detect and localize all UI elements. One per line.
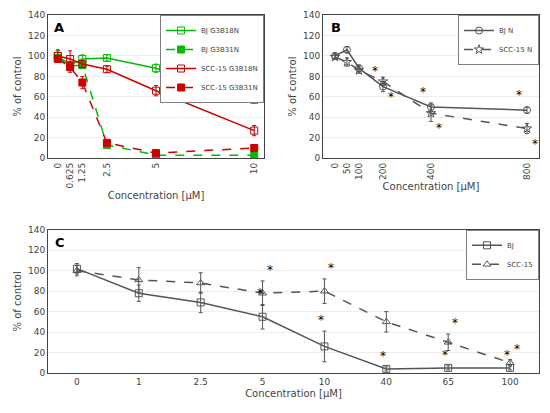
svg-text:120: 120 xyxy=(28,31,45,41)
svg-text:40: 40 xyxy=(309,112,321,122)
svg-text:*: * xyxy=(257,286,263,300)
svg-text:40: 40 xyxy=(381,377,393,387)
svg-text:Concentration [µM]: Concentration [µM] xyxy=(108,190,205,201)
svg-text:*: * xyxy=(452,316,458,330)
svg-text:*: * xyxy=(388,90,394,104)
svg-text:140: 140 xyxy=(28,10,45,20)
svg-text:5: 5 xyxy=(260,377,266,387)
svg-text:800: 800 xyxy=(522,163,532,180)
svg-text:20: 20 xyxy=(34,348,46,358)
svg-text:B: B xyxy=(331,20,341,35)
svg-text:1: 1 xyxy=(136,377,142,387)
svg-text:% of control: % of control xyxy=(12,271,23,331)
svg-text:20: 20 xyxy=(309,133,321,143)
svg-text:100: 100 xyxy=(28,51,45,61)
svg-text:*: * xyxy=(516,88,522,102)
svg-text:100: 100 xyxy=(354,163,364,180)
svg-text:20: 20 xyxy=(34,133,46,143)
svg-text:Concentration [µM]: Concentration [µM] xyxy=(383,181,480,192)
svg-text:BJ: BJ xyxy=(507,242,514,250)
svg-text:*: * xyxy=(436,121,442,135)
svg-text:BJ N: BJ N xyxy=(499,27,513,35)
svg-text:65: 65 xyxy=(442,377,453,387)
svg-text:50: 50 xyxy=(342,163,352,175)
svg-text:SCC-15 G3B31N: SCC-15 G3B31N xyxy=(201,84,258,92)
svg-text:200: 200 xyxy=(378,163,388,180)
svg-text:100: 100 xyxy=(303,51,320,61)
svg-text:*: * xyxy=(532,137,538,151)
svg-text:SCC-15 N: SCC-15 N xyxy=(499,46,532,54)
svg-text:5: 5 xyxy=(151,163,161,169)
svg-text:1.25: 1.25 xyxy=(77,163,87,183)
svg-text:Concentration [µM]: Concentration [µM] xyxy=(245,388,342,399)
svg-text:*: * xyxy=(380,349,386,363)
svg-text:120: 120 xyxy=(28,245,45,255)
svg-text:0.625: 0.625 xyxy=(65,163,75,189)
svg-text:80: 80 xyxy=(34,72,46,82)
svg-text:10: 10 xyxy=(249,163,259,175)
svg-text:*: * xyxy=(514,342,520,356)
svg-text:SCC-15 G3B18N: SCC-15 G3B18N xyxy=(201,65,258,73)
svg-text:% of control: % of control xyxy=(287,57,298,117)
svg-text:0: 0 xyxy=(53,163,63,169)
svg-text:C: C xyxy=(55,235,65,250)
svg-text:*: * xyxy=(267,263,273,277)
svg-text:60: 60 xyxy=(34,307,46,317)
svg-text:*: * xyxy=(318,313,324,327)
svg-text:A: A xyxy=(54,20,64,35)
svg-text:0: 0 xyxy=(39,368,45,378)
svg-text:400: 400 xyxy=(426,163,436,180)
svg-text:40: 40 xyxy=(34,327,46,337)
svg-text:140: 140 xyxy=(28,225,45,235)
svg-text:% of control: % of control xyxy=(12,57,23,117)
svg-text:10: 10 xyxy=(319,377,331,387)
svg-text:100: 100 xyxy=(501,377,518,387)
svg-text:*: * xyxy=(420,85,426,99)
svg-text:*: * xyxy=(372,64,378,78)
svg-text:0: 0 xyxy=(314,153,320,163)
svg-text:0: 0 xyxy=(330,163,340,169)
svg-text:140: 140 xyxy=(303,10,320,20)
svg-text:BJ G3B31N: BJ G3B31N xyxy=(201,46,239,54)
svg-text:100: 100 xyxy=(28,266,45,276)
svg-text:0: 0 xyxy=(74,377,80,387)
svg-text:*: * xyxy=(328,261,334,275)
svg-text:0: 0 xyxy=(39,153,45,163)
svg-text:80: 80 xyxy=(34,286,46,296)
svg-text:60: 60 xyxy=(34,92,46,102)
svg-text:80: 80 xyxy=(309,72,321,82)
svg-text:BJ G3B18N: BJ G3B18N xyxy=(201,27,239,35)
svg-text:2.5: 2.5 xyxy=(102,163,112,177)
svg-text:*: * xyxy=(442,348,448,362)
svg-text:60: 60 xyxy=(309,92,321,102)
svg-text:2.5: 2.5 xyxy=(194,377,208,387)
svg-text:*: * xyxy=(504,348,510,362)
svg-text:120: 120 xyxy=(303,31,320,41)
svg-text:SCC-15: SCC-15 xyxy=(507,261,533,269)
svg-text:40: 40 xyxy=(34,112,46,122)
